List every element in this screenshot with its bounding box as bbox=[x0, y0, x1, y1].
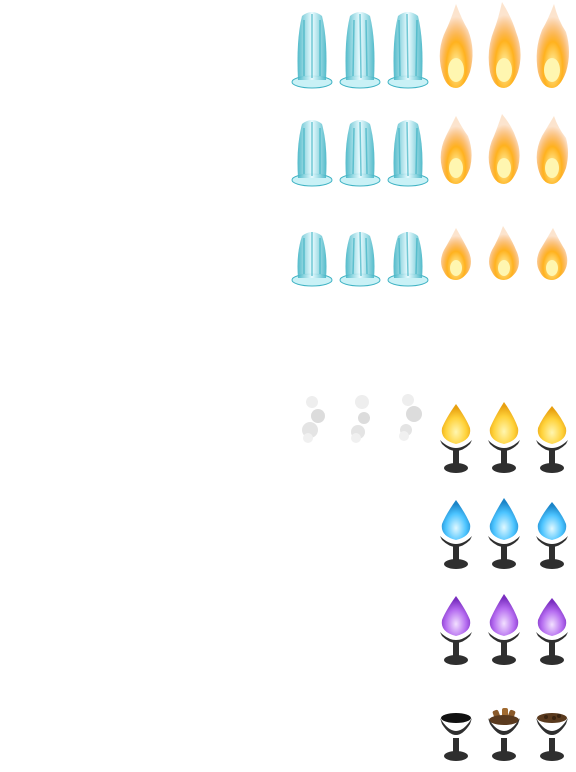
yellow-flame-brazier-icon bbox=[528, 384, 576, 480]
water-fountain-icon bbox=[288, 96, 336, 192]
fire-icon bbox=[528, 192, 576, 288]
fire-icon bbox=[528, 0, 576, 96]
water-fountain-icon bbox=[288, 0, 336, 96]
water-fountain-icon bbox=[384, 96, 432, 192]
blue-flame-brazier-icon bbox=[480, 480, 528, 576]
fire-icon bbox=[432, 0, 480, 96]
fire-icon bbox=[432, 192, 480, 288]
fire-icon bbox=[432, 96, 480, 192]
water-fountain-icon bbox=[336, 0, 384, 96]
fire-icon bbox=[480, 192, 528, 288]
blue-flame-brazier-icon bbox=[432, 480, 480, 576]
water-fountain-icon bbox=[336, 96, 384, 192]
water-fountain-icon bbox=[384, 192, 432, 288]
yellow-flame-brazier-icon bbox=[432, 384, 480, 480]
fire-icon bbox=[480, 0, 528, 96]
yellow-flame-brazier-icon bbox=[480, 384, 528, 480]
purple-flame-brazier-icon bbox=[432, 576, 480, 672]
fire-icon bbox=[528, 96, 576, 192]
water-fountain-icon bbox=[384, 0, 432, 96]
water-fountain-icon bbox=[336, 192, 384, 288]
smoke-icon bbox=[384, 372, 432, 468]
purple-flame-brazier-icon bbox=[528, 576, 576, 672]
fire-icon bbox=[480, 96, 528, 192]
empty-brazier-icon bbox=[432, 672, 480, 768]
coals-brazier-icon bbox=[528, 672, 576, 768]
water-fountain-icon bbox=[288, 192, 336, 288]
blue-flame-brazier-icon bbox=[528, 480, 576, 576]
smoke-icon bbox=[288, 372, 336, 468]
logs-brazier-icon bbox=[480, 672, 528, 768]
purple-flame-brazier-icon bbox=[480, 576, 528, 672]
smoke-icon bbox=[336, 372, 384, 468]
